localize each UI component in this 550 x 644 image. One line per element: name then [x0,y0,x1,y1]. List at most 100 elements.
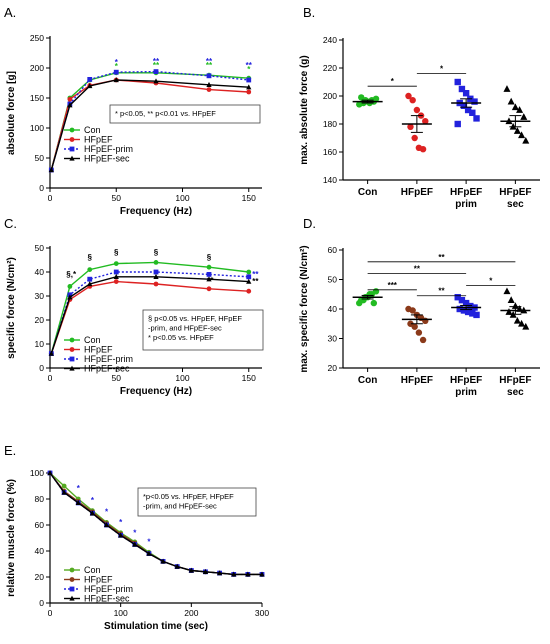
data-point [422,317,429,324]
x-axis-label: Stimulation time (sec) [104,621,208,632]
significance-mark: §,* [66,270,77,279]
group-1 [401,305,432,344]
legend-label: Con [84,125,101,135]
data-point [67,102,73,108]
category-label-line: HFpEF [450,375,482,386]
data-point [246,274,252,280]
legend-marker [69,347,75,352]
category-label: Con [358,187,377,198]
data-point [518,131,526,139]
significance-mark: ** [246,61,253,70]
data-point [422,118,429,125]
data-point [61,489,67,495]
legend-label: HFpEF-sec [84,594,130,604]
significance-mark: § [207,253,212,262]
data-point [48,350,54,356]
data-point [462,299,470,307]
y-tick-label: 40 [35,546,45,556]
data-point [460,307,468,314]
data-point [67,284,73,289]
data-point [419,146,427,153]
data-point [87,276,93,282]
chart-panel-E: E. 0 20 40 60 80 100 relative muscle force (%) 0… [4,443,269,632]
note-text: *p<0.05 vs. HFpEF, HFpEF [143,492,234,501]
x-tick-label: 50 [112,193,122,203]
data-point [454,294,461,301]
data-point [153,78,159,84]
data-point [206,87,212,92]
data-point [507,296,515,304]
significance-mark: * [119,518,123,527]
legend-item: HFpEF [64,135,113,145]
data-point [473,311,480,319]
data-point [47,470,53,476]
data-point [411,134,418,142]
legend-item: Con [64,565,101,575]
data-point [67,96,73,102]
data-point [370,299,378,307]
data-point [413,106,421,114]
data-point [246,278,252,284]
legend-label: HFpEF [84,575,113,585]
category-label: HFpEF [401,375,433,386]
legend-item: HFpEF [64,575,113,585]
y-tick-label: 60 [35,520,45,530]
legend-item: HFpEF-sec [64,594,130,604]
significance-mark: ** [207,276,214,285]
data-point [415,329,423,336]
y-tick-label: 160 [323,147,337,157]
y-tick-label: 20 [35,315,45,325]
legend-label: HFpEF [84,135,113,145]
y-tick-label: 50 [35,243,45,253]
data-point [507,97,515,105]
data-point [409,307,416,314]
significance-mark: * [105,508,109,517]
data-point [160,558,166,564]
data-point [113,269,119,275]
significance-mark: ** [153,57,160,66]
data-point [407,123,414,130]
significance-mark: ** [153,61,160,70]
legend-marker [69,577,75,582]
y-axis-label: relative muscle force (%) [6,479,17,597]
data-point [456,305,463,313]
data-point [522,322,530,330]
data-point [113,261,119,266]
significance-mark: * [489,276,493,285]
data-point [405,92,412,100]
x-tick-label: 0 [48,608,53,618]
y-tick-label: 200 [323,91,337,101]
panel-label: B. [303,5,315,20]
significance-mark: ** [252,277,259,286]
group-3 [500,287,531,330]
legend-marker [69,365,75,371]
legend-item: HFpEF-sec [64,154,130,164]
data-point [469,310,476,317]
data-point [409,97,416,104]
x-tick-label: 200 [184,608,198,618]
y-tick-label: 50 [328,275,338,285]
note-text: * p<0.05, ** p<0.01 vs. HFpEF [115,109,216,118]
data-point [419,336,427,344]
data-point [503,287,511,295]
significance-mark: ** [438,253,445,262]
y-tick-label: 20 [328,363,338,373]
data-point [153,273,159,279]
data-point [206,73,212,79]
data-point [516,106,524,113]
category-label-line: prim [455,199,477,210]
y-tick-label: 20 [35,572,45,582]
data-point [522,136,530,144]
x-tick-label: 100 [175,193,189,203]
legend-label: HFpEF [84,345,113,355]
legend-marker [69,356,75,362]
y-axis-label: max. specific force (N/cm²) [299,245,310,372]
data-point [202,568,209,574]
data-point [153,69,159,74]
y-tick-label: 30 [328,334,338,344]
group-3 [500,85,531,144]
data-point [464,106,472,114]
category-label: HFpEF prim [450,375,482,398]
data-point [87,77,93,82]
